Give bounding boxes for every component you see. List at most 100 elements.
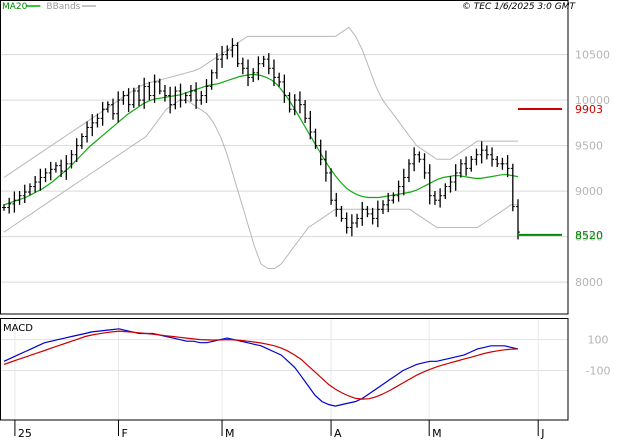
price-bar <box>510 163 515 212</box>
price-bar <box>204 79 209 103</box>
x-tick-label: 25 <box>18 427 32 440</box>
price-bar <box>121 90 126 105</box>
price-bar <box>142 77 147 109</box>
price-bar <box>344 212 349 234</box>
price-bar <box>53 162 58 173</box>
price-bar <box>85 121 90 143</box>
price-bar <box>365 206 370 218</box>
price-bar <box>173 86 178 110</box>
price-bar <box>7 197 12 214</box>
price-bar <box>308 110 313 140</box>
price-bar <box>235 42 240 67</box>
price-bar <box>230 38 235 58</box>
price-bar <box>432 191 437 205</box>
price-bar <box>214 53 219 79</box>
price-bar <box>74 138 79 163</box>
price-bar <box>261 55 266 67</box>
price-bar <box>100 101 105 126</box>
price-bar <box>48 161 53 181</box>
x-tick-label: M <box>225 427 235 440</box>
price-bar <box>438 188 443 208</box>
macd-y-tick-label: -100 <box>586 365 611 378</box>
macd-signal-line <box>3 330 519 400</box>
price-y-tick-label: 8000 <box>575 276 603 289</box>
macd-y-tick-label: 100 <box>588 334 609 347</box>
price-bar <box>516 199 520 240</box>
price-bar <box>448 176 453 193</box>
price-bar <box>225 45 230 60</box>
price-bar <box>43 168 48 183</box>
price-bar <box>292 94 297 116</box>
price-bar <box>334 192 339 217</box>
bbands-lower-line <box>3 99 518 269</box>
price-bar <box>251 68 256 83</box>
price-bar <box>303 100 308 123</box>
price-bar <box>194 82 199 109</box>
price-bar <box>323 150 328 182</box>
price-bar <box>59 159 64 178</box>
price-y-tick-label: 10500 <box>575 49 610 62</box>
price-bar <box>27 183 32 196</box>
price-bar <box>318 139 323 166</box>
x-tick-label: F <box>121 427 127 440</box>
price-bar <box>162 85 167 102</box>
price-bar <box>474 148 479 166</box>
price-bar <box>355 213 360 228</box>
price-bar <box>38 168 43 191</box>
price-bar <box>458 159 463 178</box>
price-bar <box>240 57 245 75</box>
price-bar <box>490 147 495 167</box>
price-bar <box>64 155 69 180</box>
price-bar <box>111 98 116 120</box>
price-y-tick-label: 10000 <box>575 94 610 107</box>
price-bar <box>199 90 204 105</box>
price-bar <box>136 85 141 107</box>
price-bar <box>381 200 386 214</box>
price-bar <box>443 183 448 199</box>
price-bar <box>105 101 110 113</box>
price-bar <box>131 87 136 108</box>
price-y-tick-label: 9000 <box>575 185 603 198</box>
price-bar <box>157 78 162 95</box>
price-bar <box>453 164 458 191</box>
price-bar <box>412 147 417 172</box>
price-bar <box>17 191 22 205</box>
legend-label: BBands <box>46 2 80 12</box>
price-bar <box>147 81 152 101</box>
price-bar <box>370 207 375 225</box>
price-bar <box>126 88 131 113</box>
price-bar <box>329 168 334 205</box>
price-bar <box>391 192 396 204</box>
level-label: 9903 <box>575 103 603 116</box>
price-bar <box>95 113 100 128</box>
price-bar <box>69 150 74 169</box>
price-bar <box>246 59 251 87</box>
price-bar <box>406 159 411 183</box>
price-bar <box>79 133 84 149</box>
price-panel-frame <box>0 0 569 315</box>
price-y-tick-label: 9500 <box>575 140 603 153</box>
price-bar <box>12 191 17 213</box>
price-bar <box>386 192 391 213</box>
level-label: 8520 <box>575 229 603 242</box>
x-tick-label: J <box>540 427 544 440</box>
x-tick-label: A <box>334 427 342 440</box>
price-bar <box>282 74 287 103</box>
price-y-tick-label: 8500 <box>575 231 603 244</box>
price-bar <box>297 91 302 114</box>
price-bar <box>22 184 27 204</box>
price-bar <box>339 206 344 222</box>
price-bar <box>168 86 173 114</box>
price-bar <box>360 201 365 226</box>
price-bar <box>220 45 225 68</box>
price-bar <box>495 155 500 168</box>
price-bar <box>464 156 469 176</box>
x-tick-label: M <box>432 427 442 440</box>
price-bar <box>152 74 157 103</box>
price-bar <box>178 83 183 108</box>
price-bar <box>188 85 193 102</box>
price-bar <box>116 91 121 123</box>
price-bar <box>427 164 432 205</box>
